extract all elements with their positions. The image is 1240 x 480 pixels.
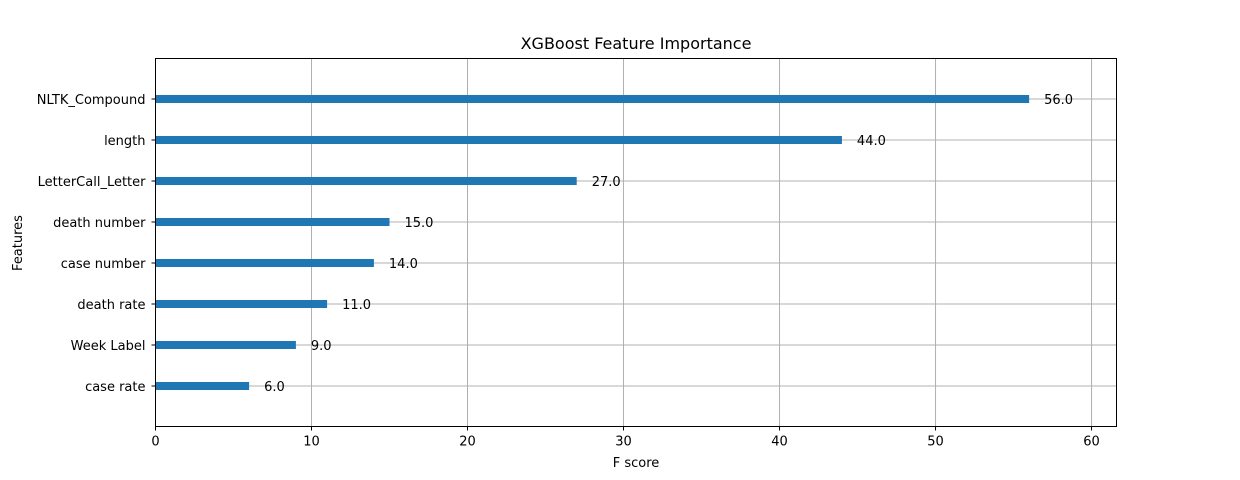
y-tick-label: case number [61, 257, 146, 272]
data-label: 27.0 [592, 175, 621, 190]
chart-title: XGBoost Feature Importance [521, 34, 752, 53]
x-tick-label: 60 [1083, 435, 1100, 450]
x-tick-label: 0 [151, 435, 159, 450]
data-label: 6.0 [264, 380, 285, 395]
x-tick-label: 30 [615, 435, 632, 450]
bar [155, 95, 1030, 103]
x-axis-ticks: 0 10 20 30 40 50 60 [151, 426, 1100, 450]
bar [155, 177, 577, 185]
y-tick-label: Week Label [71, 339, 146, 354]
bar [155, 341, 296, 349]
bar [155, 136, 842, 144]
data-labels: 56.0 44.0 27.0 15.0 14.0 11.0 9.0 6.0 [264, 93, 1073, 395]
y-tick-label: case rate [85, 380, 145, 395]
data-label: 9.0 [311, 339, 332, 354]
data-label: 44.0 [857, 134, 886, 149]
data-label: 56.0 [1044, 93, 1073, 108]
y-tick-label: death rate [77, 298, 145, 313]
y-tick-label: LetterCall_Letter [38, 175, 147, 190]
bar [155, 382, 250, 390]
grid-lines [155, 58, 1117, 427]
plot-frame [155, 58, 1117, 427]
y-axis-label: Features [11, 215, 26, 271]
bars [155, 95, 1030, 390]
data-label: 14.0 [389, 257, 418, 272]
y-tick-label: death number [53, 216, 146, 231]
x-tick-label: 50 [927, 435, 944, 450]
bar [155, 218, 390, 226]
data-label: 15.0 [405, 216, 434, 231]
y-tick-label: NLTK_Compound [37, 93, 146, 108]
data-label: 11.0 [342, 298, 371, 313]
bar [155, 300, 328, 308]
bar [155, 259, 374, 267]
x-tick-label: 10 [303, 435, 320, 450]
x-tick-label: 40 [771, 435, 788, 450]
x-tick-label: 20 [459, 435, 476, 450]
x-axis-label: F score [613, 456, 660, 471]
y-tick-label: length [104, 134, 145, 149]
